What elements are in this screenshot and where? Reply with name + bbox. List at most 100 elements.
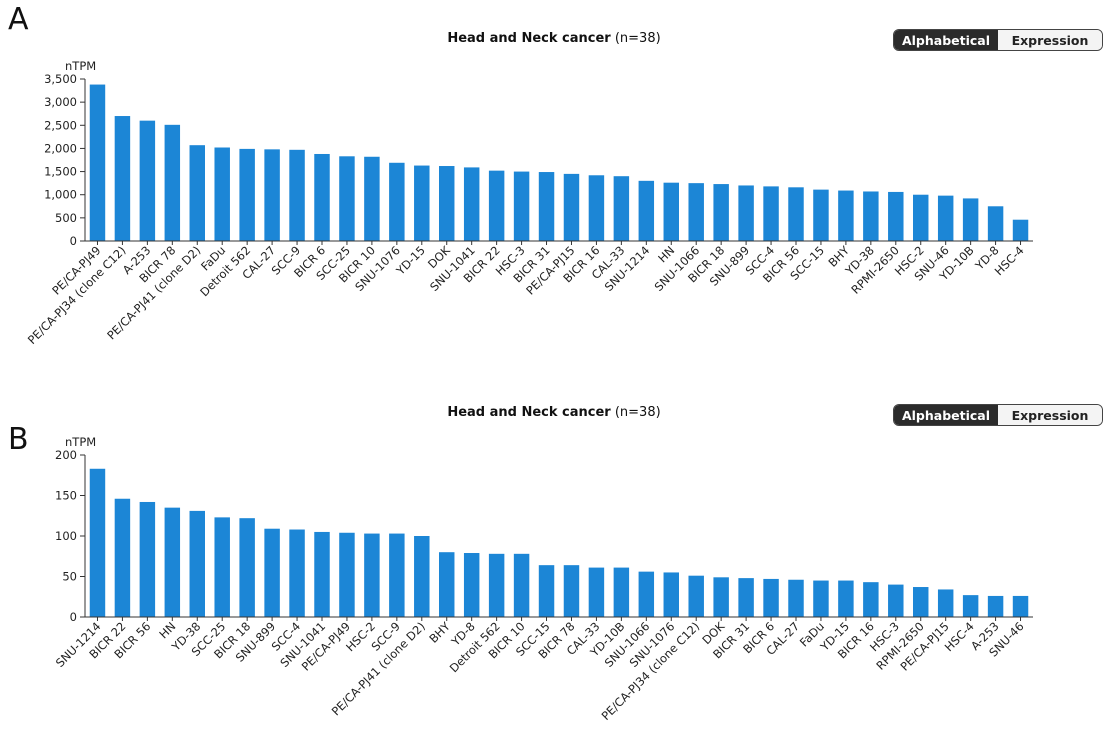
bar-a[interactable] (314, 153, 330, 241)
bar-a[interactable] (1012, 219, 1029, 241)
bar-a[interactable] (638, 180, 655, 241)
bar-a[interactable] (164, 124, 181, 241)
sort-expression-button-b[interactable]: Expression (998, 405, 1102, 425)
y-tick-label-a: 0 (70, 234, 77, 248)
bar-a[interactable] (264, 149, 280, 241)
bar-b[interactable] (863, 582, 879, 617)
bar-b[interactable] (962, 595, 979, 617)
bar-b[interactable] (588, 567, 605, 617)
bar-a[interactable] (389, 162, 405, 241)
chart-title-b-main: Head and Neck cancer (447, 405, 611, 420)
bar-b[interactable] (738, 578, 754, 617)
bar-a[interactable] (289, 149, 305, 241)
y-tick-label-a: 1,000 (44, 188, 77, 202)
bar-b[interactable] (763, 578, 779, 617)
bar-b[interactable] (688, 575, 704, 617)
bar-b[interactable] (788, 579, 804, 617)
bar-a[interactable] (788, 187, 804, 241)
sort-toggle-b[interactable]: Alphabetical Expression (893, 404, 1103, 426)
panel-letter-a: A (8, 2, 29, 37)
bar-a[interactable] (588, 175, 605, 241)
bar-a[interactable] (513, 171, 530, 241)
bar-a[interactable] (439, 166, 455, 241)
bar-a[interactable] (738, 185, 754, 241)
bar-a[interactable] (538, 172, 555, 241)
bar-a[interactable] (838, 190, 854, 241)
bar-a[interactable] (888, 191, 904, 241)
bar-b[interactable] (888, 584, 904, 617)
bar-a[interactable] (563, 173, 580, 241)
bar-b[interactable] (638, 571, 655, 617)
bar-a[interactable] (863, 191, 879, 241)
bar-a[interactable] (663, 182, 679, 241)
bar-b[interactable] (463, 553, 480, 617)
bar-a[interactable] (613, 176, 630, 241)
bar-b[interactable] (214, 517, 230, 617)
bar-a[interactable] (763, 186, 779, 241)
y-tick-label-b: 0 (70, 610, 77, 624)
bar-b[interactable] (314, 531, 330, 617)
sort-toggle-a[interactable]: Alphabetical Expression (893, 29, 1103, 51)
bar-b[interactable] (339, 532, 355, 617)
bar-b[interactable] (89, 468, 106, 617)
y-tick-label-a: 2,000 (44, 141, 77, 155)
bar-b[interactable] (488, 553, 505, 617)
bar-b[interactable] (439, 552, 455, 617)
bar-b[interactable] (364, 533, 380, 617)
sort-alphabetical-button-a[interactable]: Alphabetical (894, 30, 998, 50)
bar-b[interactable] (139, 501, 156, 617)
bar-b[interactable] (813, 580, 829, 617)
bar-b[interactable] (264, 528, 280, 617)
bar-b[interactable] (987, 595, 1004, 617)
bar-b[interactable] (164, 507, 181, 617)
bar-a[interactable] (364, 156, 380, 241)
sort-alphabetical-button-b[interactable]: Alphabetical (894, 405, 998, 425)
bar-a[interactable] (813, 189, 829, 241)
bar-b[interactable] (239, 518, 255, 617)
bar-a[interactable] (239, 148, 255, 241)
y-tick-label-a: 1,500 (44, 165, 77, 179)
y-tick-label-a: 3,000 (44, 95, 77, 109)
bar-b[interactable] (289, 529, 305, 617)
bar-a[interactable] (463, 167, 480, 241)
chart-title-b: Head and Neck cancer (n=38) (0, 405, 1108, 420)
chart-title-a: Head and Neck cancer (n=38) (0, 31, 1108, 46)
bar-b[interactable] (838, 580, 854, 617)
bar-a[interactable] (488, 170, 505, 241)
y-tick-label-b: 100 (55, 529, 77, 543)
bar-a[interactable] (713, 184, 729, 241)
y-tick-label-b: 150 (55, 489, 77, 503)
bar-a[interactable] (414, 165, 430, 241)
chart-title-b-count: (n=38) (610, 405, 661, 420)
bar-b[interactable] (563, 565, 580, 617)
bar-a[interactable] (937, 195, 954, 241)
bar-a[interactable] (688, 183, 704, 241)
bar-b[interactable] (189, 510, 205, 617)
bar-b[interactable] (663, 572, 679, 617)
bar-b[interactable] (114, 498, 131, 617)
bar-b[interactable] (613, 567, 630, 617)
sort-expression-button-a[interactable]: Expression (998, 30, 1102, 50)
y-tick-label-b: 200 (55, 448, 77, 462)
y-tick-label-a: 2,500 (44, 118, 77, 132)
bar-a[interactable] (987, 206, 1004, 241)
bar-a[interactable] (962, 198, 979, 241)
bar-a[interactable] (214, 147, 230, 241)
bar-b[interactable] (1012, 595, 1029, 617)
chart-title-a-count: (n=38) (610, 31, 661, 46)
bar-a[interactable] (913, 194, 929, 241)
bar-b[interactable] (538, 565, 555, 617)
bar-b[interactable] (713, 577, 729, 617)
bar-b[interactable] (414, 536, 430, 617)
bar-a[interactable] (114, 116, 131, 241)
bar-b[interactable] (937, 589, 954, 617)
bar-b[interactable] (389, 533, 405, 617)
bar-a[interactable] (139, 120, 156, 241)
bar-a[interactable] (189, 145, 205, 241)
bar-b[interactable] (913, 587, 929, 617)
bar-a[interactable] (89, 84, 106, 241)
bar-b[interactable] (513, 553, 530, 617)
bar-a[interactable] (339, 156, 355, 241)
